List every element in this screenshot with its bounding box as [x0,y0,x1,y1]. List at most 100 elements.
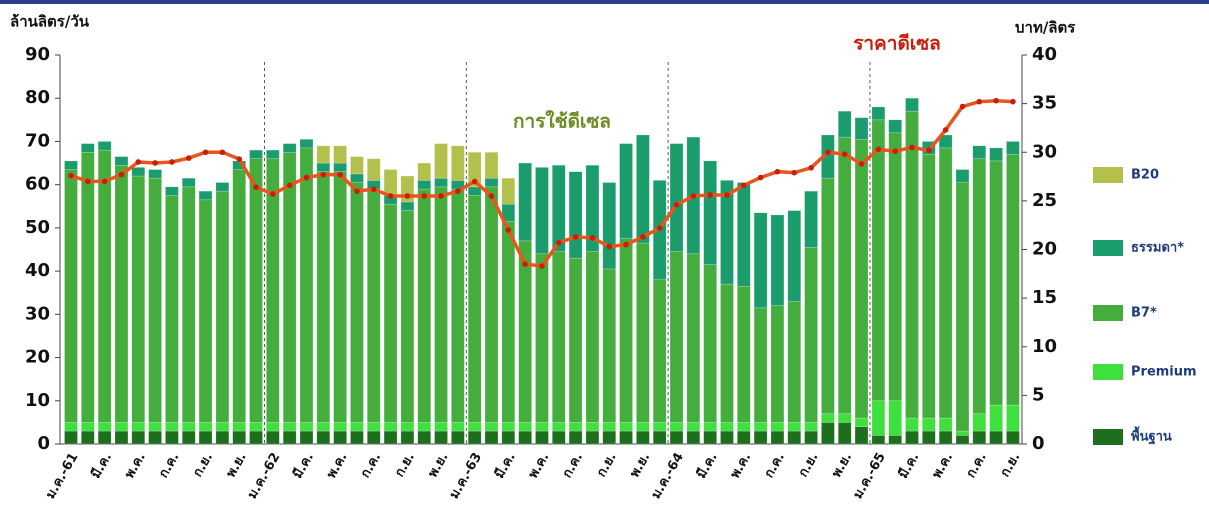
bar-segment [501,221,516,423]
bar-segment [753,212,768,309]
bar-segment [585,430,600,445]
x-tick-label: พ.ค. [122,450,149,481]
bar-segment [417,422,432,432]
x-tick-label: ก.ย. [998,450,1024,479]
x-tick-label: ม.ค.-63 [447,450,485,501]
price-dot [791,169,798,176]
bar-segment [636,242,650,423]
bar-segment [518,162,532,242]
price-dot [169,159,175,165]
price-dot [303,174,310,181]
bar-segment [770,422,785,432]
bar-segment [720,430,734,445]
price-dot [135,159,142,165]
bar-segment [787,422,802,432]
bar-segment [366,422,381,432]
bar-segment [602,268,617,423]
bar-segment [451,422,465,432]
bar-segment [467,422,482,432]
bar-segment [232,430,246,445]
price-dot [875,146,882,153]
bar-segment [720,180,734,285]
bar-segment [501,177,516,205]
bar-segment [484,186,499,423]
bar-segment [535,167,549,255]
bar-segment [955,430,970,436]
bar-segment [652,422,667,432]
price-dot [690,193,697,199]
bar-segment [1006,154,1020,406]
bar-segment [266,158,280,423]
bar-segment [989,430,1003,445]
price-dot [858,161,865,167]
bar-segment [652,279,667,423]
x-tick-label: พ.ค. [526,450,553,481]
price-dot [724,192,730,198]
x-tick-label: ก.ย. [796,450,822,479]
bar-segment [181,177,196,188]
bar-segment [837,422,852,445]
bar-segment [720,422,734,432]
bar-segment [350,182,364,423]
price-dot [993,97,999,104]
bar-segment [989,404,1003,432]
bar-segment [232,169,246,423]
top-border [0,0,1209,4]
price-dot [118,171,125,178]
bar-segment [518,422,532,432]
price-dot [505,227,512,233]
bar-segment [467,151,482,188]
y2-tick-label: 40 [1032,44,1057,65]
x-tick-label: พ.ค. [324,450,351,481]
bar-segment [821,177,835,415]
price-dot [522,261,528,267]
price-dot [354,188,360,194]
bar-segment [518,430,532,445]
bar-segment [350,430,364,445]
bar-segment [585,164,600,252]
bar-segment [535,430,549,445]
bar-segment [888,119,902,134]
price-dot [1010,98,1016,105]
price-dot [942,127,949,133]
bar-segment [131,430,146,445]
bar-segment [972,413,987,432]
bar-segment [333,162,347,173]
bar-segment [366,158,381,181]
price-dot [253,184,259,191]
bar-segment [753,430,768,445]
bar-segment [249,422,263,432]
bar-segment [350,156,364,175]
bar-segment [787,301,802,423]
price-dot [219,149,226,156]
bar-segment [636,134,650,244]
y-tick-label: 30 [25,303,50,324]
bar-segment [686,422,701,432]
x-tick-label: มี.ค. [88,450,115,482]
legend-label: พื้นฐาน [1131,426,1172,446]
bar-segment [215,190,230,423]
x-tick-label: พ.ย. [224,450,250,480]
bar-segment [114,430,129,445]
bar-segment [215,182,230,192]
bar-segment [736,285,751,423]
price-dot [404,193,411,199]
line-label: ราคาดีเซล [853,33,941,55]
bar-segment [333,171,347,423]
bar-segment [467,195,482,423]
bar-segment [585,422,600,432]
bar-segment [619,430,633,445]
bar-segment [888,435,902,445]
bar-segment [181,186,196,423]
bar-segment [703,430,717,445]
bar-segment [938,417,953,432]
price-dot [623,241,629,248]
bar-segment [619,422,633,432]
price-dot [741,182,747,189]
bar-segment [165,186,179,196]
x-tick-label: พ.ค. [930,450,957,481]
bar-segment [905,97,919,112]
price-dot [85,178,91,185]
bar-segment [97,430,112,445]
bar-segment [905,110,919,419]
